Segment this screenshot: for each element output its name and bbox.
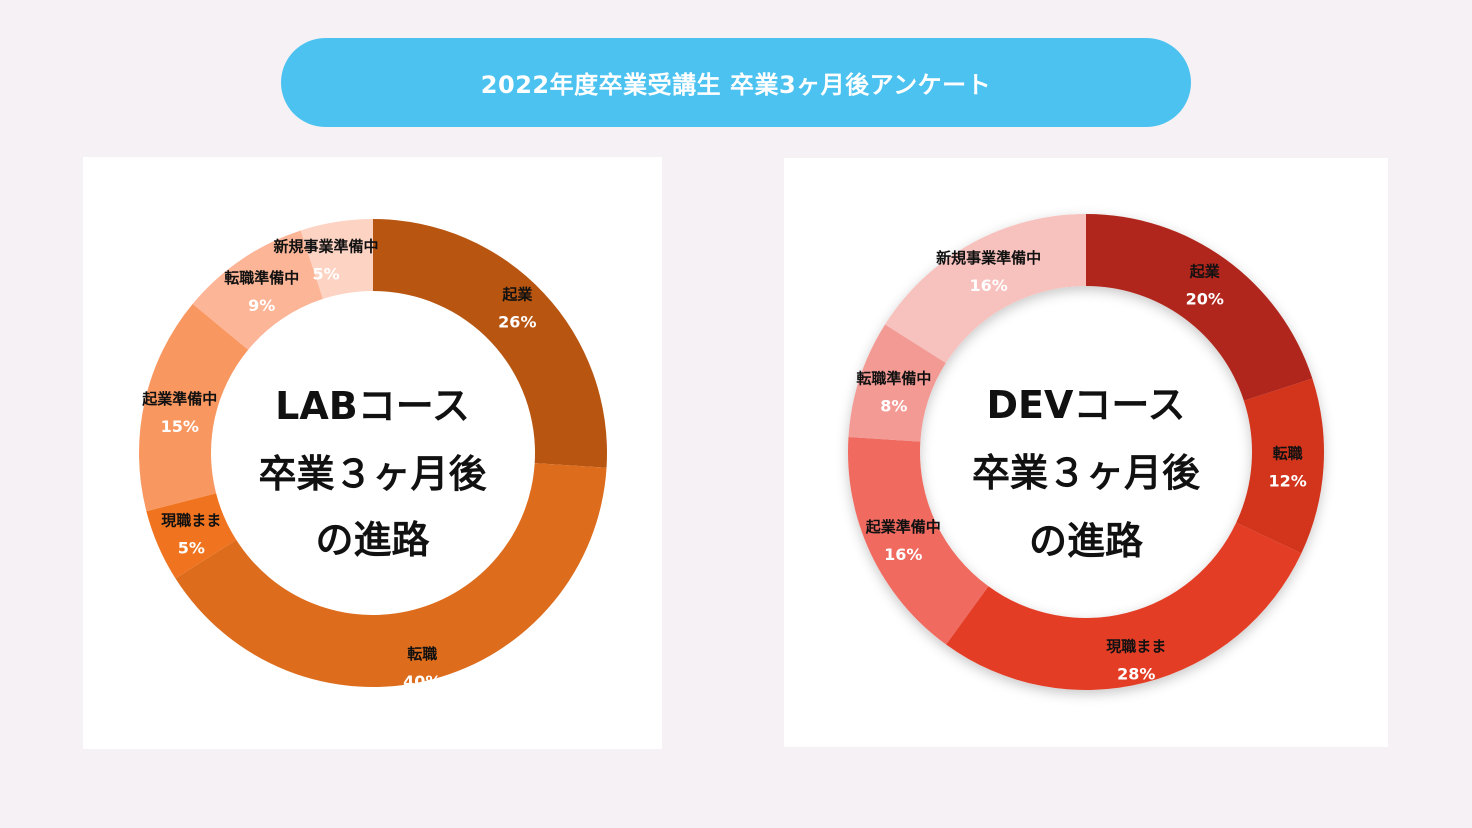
dev-slice-current-job [946,522,1302,690]
dev-slice-startup-prep [848,437,989,645]
survey-title: 2022年度卒業受講生 卒業3ヶ月後アンケート [480,71,992,99]
dev-value-job-change-prep: 8% [880,397,907,416]
dev-segments [848,214,1324,690]
dev-label-startup: 起業 [1189,263,1221,281]
lab-center-line-3: の進路 [315,518,430,562]
lab-slice-startup [373,219,607,468]
lab-value-current-job: 5% [178,539,205,558]
lab-course-donut-chart: 起業 26% 転職 40% 現職まま 5% 起業準備中 15% 転職準備中 9% 新規事業準備中 5% [139,219,607,691]
dev-center-line-2: 卒業３ヶ月後 [971,451,1200,495]
lab-slice-startup-prep [139,303,249,512]
lab-slice-job-change [175,463,607,688]
dev-label-current-job: 現職まま [1106,638,1166,656]
dev-value-new-business-prep: 16% [970,276,1008,295]
lab-label-new-business-prep: 新規事業準備中 [274,237,379,255]
dev-slice-job-change [1236,378,1324,554]
dev-center-line-3: の進路 [1028,519,1143,563]
lab-slice-current-job [146,493,237,579]
dev-label-startup-prep: 起業準備中 [865,518,941,536]
lab-center-line-2: 卒業３ヶ月後 [258,452,487,496]
survey-title-banner: 2022年度卒業受講生 卒業3ヶ月後アンケート [281,38,1191,127]
dev-slice-new-business-prep [885,214,1086,364]
dev-value-job-change: 12% [1268,472,1306,491]
dev-course-chart-panel: 起業 20% 転職 12% 現職まま 28% 起業準備中 16% 転職準備中 8% 新規事業準備中 1… [784,158,1388,747]
dev-center-line-1: DEVコース [986,383,1186,427]
lab-label-current-job: 現職まま [161,512,221,530]
dev-value-current-job: 28% [1117,665,1155,684]
dev-slice-job-change-prep [848,324,946,442]
lab-value-startup-prep: 15% [161,417,199,436]
dev-value-startup: 20% [1186,290,1224,309]
dev-label-new-business-prep: 新規事業準備中 [936,249,1041,267]
dev-slice-startup [1086,214,1313,401]
lab-label-startup: 起業 [501,285,533,303]
lab-value-job-change-prep: 9% [248,296,275,315]
lab-course-chart-panel: 起業 26% 転職 40% 現職まま 5% 起業準備中 15% 転職準備中 9% 新規事業準備中 5%… [83,157,662,749]
dev-course-donut-chart: 起業 20% 転職 12% 現職まま 28% 起業準備中 16% 転職準備中 8% 新規事業準備中 1… [848,214,1324,690]
lab-value-startup: 26% [498,312,536,331]
dev-label-job-change-prep: 転職準備中 [856,370,931,388]
lab-label-startup-prep: 起業準備中 [141,390,217,408]
lab-label-job-change-prep: 転職準備中 [224,269,299,287]
lab-center-line-1: LABコース [275,384,470,428]
lab-value-job-change: 40% [403,672,441,691]
dev-value-startup-prep: 16% [884,545,922,564]
lab-value-new-business-prep: 5% [312,264,339,283]
lab-label-job-change: 転職 [407,645,437,663]
lab-slice-new-business-prep [300,219,373,299]
dev-label-job-change: 転職 [1273,445,1303,463]
lab-slice-job-change-prep [192,230,323,350]
lab-segments [139,219,607,688]
